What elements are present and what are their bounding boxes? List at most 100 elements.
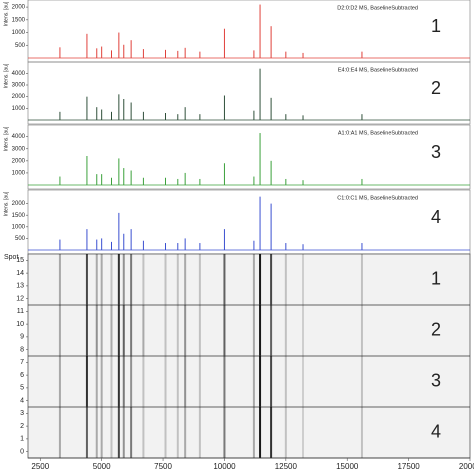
gel-band — [122, 407, 125, 458]
gel-band — [122, 305, 125, 356]
group-label: 3 — [431, 370, 441, 390]
gel-band — [85, 254, 88, 305]
gel-band — [85, 305, 88, 356]
y-tick-label: 5 — [20, 385, 24, 392]
gel-band — [110, 305, 113, 356]
panel-label: 1 — [431, 16, 441, 36]
gel-band — [184, 356, 187, 407]
gel-band — [198, 254, 201, 305]
gel-band — [95, 356, 98, 407]
gel-band — [302, 407, 305, 458]
y-tick-label: 3 — [20, 410, 24, 417]
gel-band — [58, 356, 61, 407]
gel-band — [122, 356, 125, 407]
gel-band — [117, 254, 120, 305]
gel-band — [176, 254, 179, 305]
gel-band — [252, 356, 255, 407]
gel-band — [117, 407, 120, 458]
gel-band — [259, 305, 262, 356]
gel-band — [142, 356, 145, 407]
gel-band — [259, 407, 262, 458]
gel-band — [284, 305, 287, 356]
y-tick-label: 12 — [16, 295, 24, 302]
y-tick-label: 2000 — [12, 5, 26, 11]
gel-band — [95, 305, 98, 356]
panel-label: 2 — [431, 78, 441, 98]
y-axis-label: Intens. [au] — [3, 126, 9, 151]
gel-band — [100, 254, 103, 305]
gel-band — [176, 305, 179, 356]
gel-band — [223, 407, 226, 458]
group-label: 4 — [431, 421, 441, 441]
gel-band — [252, 407, 255, 458]
y-tick-label: 8 — [20, 346, 24, 353]
y-axis-label: Intens. [au] — [3, 63, 9, 88]
group-label: 1 — [431, 268, 441, 288]
y-tick-label: 2000 — [12, 158, 26, 164]
panel-label: 3 — [431, 142, 441, 162]
gel-band — [284, 407, 287, 458]
gel-band — [164, 254, 167, 305]
gel-band — [252, 305, 255, 356]
group-label: 2 — [431, 319, 441, 339]
y-tick-label: 3000 — [12, 146, 26, 152]
y-tick-label: 1000 — [12, 170, 26, 176]
y-tick-label: 4 — [20, 397, 24, 404]
gel-band — [130, 356, 133, 407]
y-tick-label: 4000 — [12, 71, 26, 77]
gel-band — [142, 254, 145, 305]
gel-band — [142, 305, 145, 356]
gel-band — [130, 407, 133, 458]
y-tick-label: 0 — [20, 448, 24, 455]
y-axis-label: Intens. [au] — [3, 191, 9, 216]
y-tick-label: 1000 — [12, 30, 26, 36]
gel-band — [284, 356, 287, 407]
panel-title: C1:0:C1 MS, BaselineSubtracted — [337, 195, 418, 201]
y-tick-label: 13 — [16, 283, 24, 290]
gel-band — [259, 356, 262, 407]
gel-band — [284, 254, 287, 305]
gel-band — [110, 254, 113, 305]
gel-band — [223, 305, 226, 356]
gel-band — [270, 254, 273, 305]
gel-band — [164, 305, 167, 356]
gel-band — [198, 305, 201, 356]
gel-band — [360, 407, 363, 458]
y-tick-label: 3000 — [12, 83, 26, 89]
gel-band — [100, 305, 103, 356]
gel-band — [95, 254, 98, 305]
x-tick-label: 12500 — [275, 462, 298, 471]
x-tick-label: 5000 — [93, 462, 111, 471]
gel-band — [176, 407, 179, 458]
y-tick-label: 9 — [20, 334, 24, 341]
gel-band — [58, 254, 61, 305]
y-tick-label: 500 — [15, 236, 26, 242]
gel-band — [302, 305, 305, 356]
y-tick-label: 2000 — [12, 201, 26, 207]
gel-band — [117, 356, 120, 407]
y-tick-label: 11 — [17, 308, 24, 315]
gel-band — [270, 356, 273, 407]
gel-band — [270, 305, 273, 356]
gel-band — [259, 254, 262, 305]
gel-band — [198, 356, 201, 407]
gel-band — [122, 254, 125, 305]
gel-band — [110, 356, 113, 407]
gel-band — [252, 254, 255, 305]
y-tick-label: 1 — [20, 436, 24, 443]
gel-band — [164, 356, 167, 407]
panel-title: D2:0:D2 MS, BaselineSubtracted — [337, 5, 418, 11]
y-tick-label: 1000 — [12, 224, 26, 230]
y-tick-label: 7 — [20, 359, 24, 366]
gel-band — [302, 356, 305, 407]
y-tick-label: 1000 — [12, 106, 26, 112]
gel-band — [100, 407, 103, 458]
x-tick-label: 2500 — [31, 462, 49, 471]
gel-band — [58, 305, 61, 356]
gel-band — [130, 305, 133, 356]
y-tick-label: 14 — [16, 270, 24, 277]
gel-band — [360, 356, 363, 407]
gel-band — [360, 305, 363, 356]
gel-band — [58, 407, 61, 458]
